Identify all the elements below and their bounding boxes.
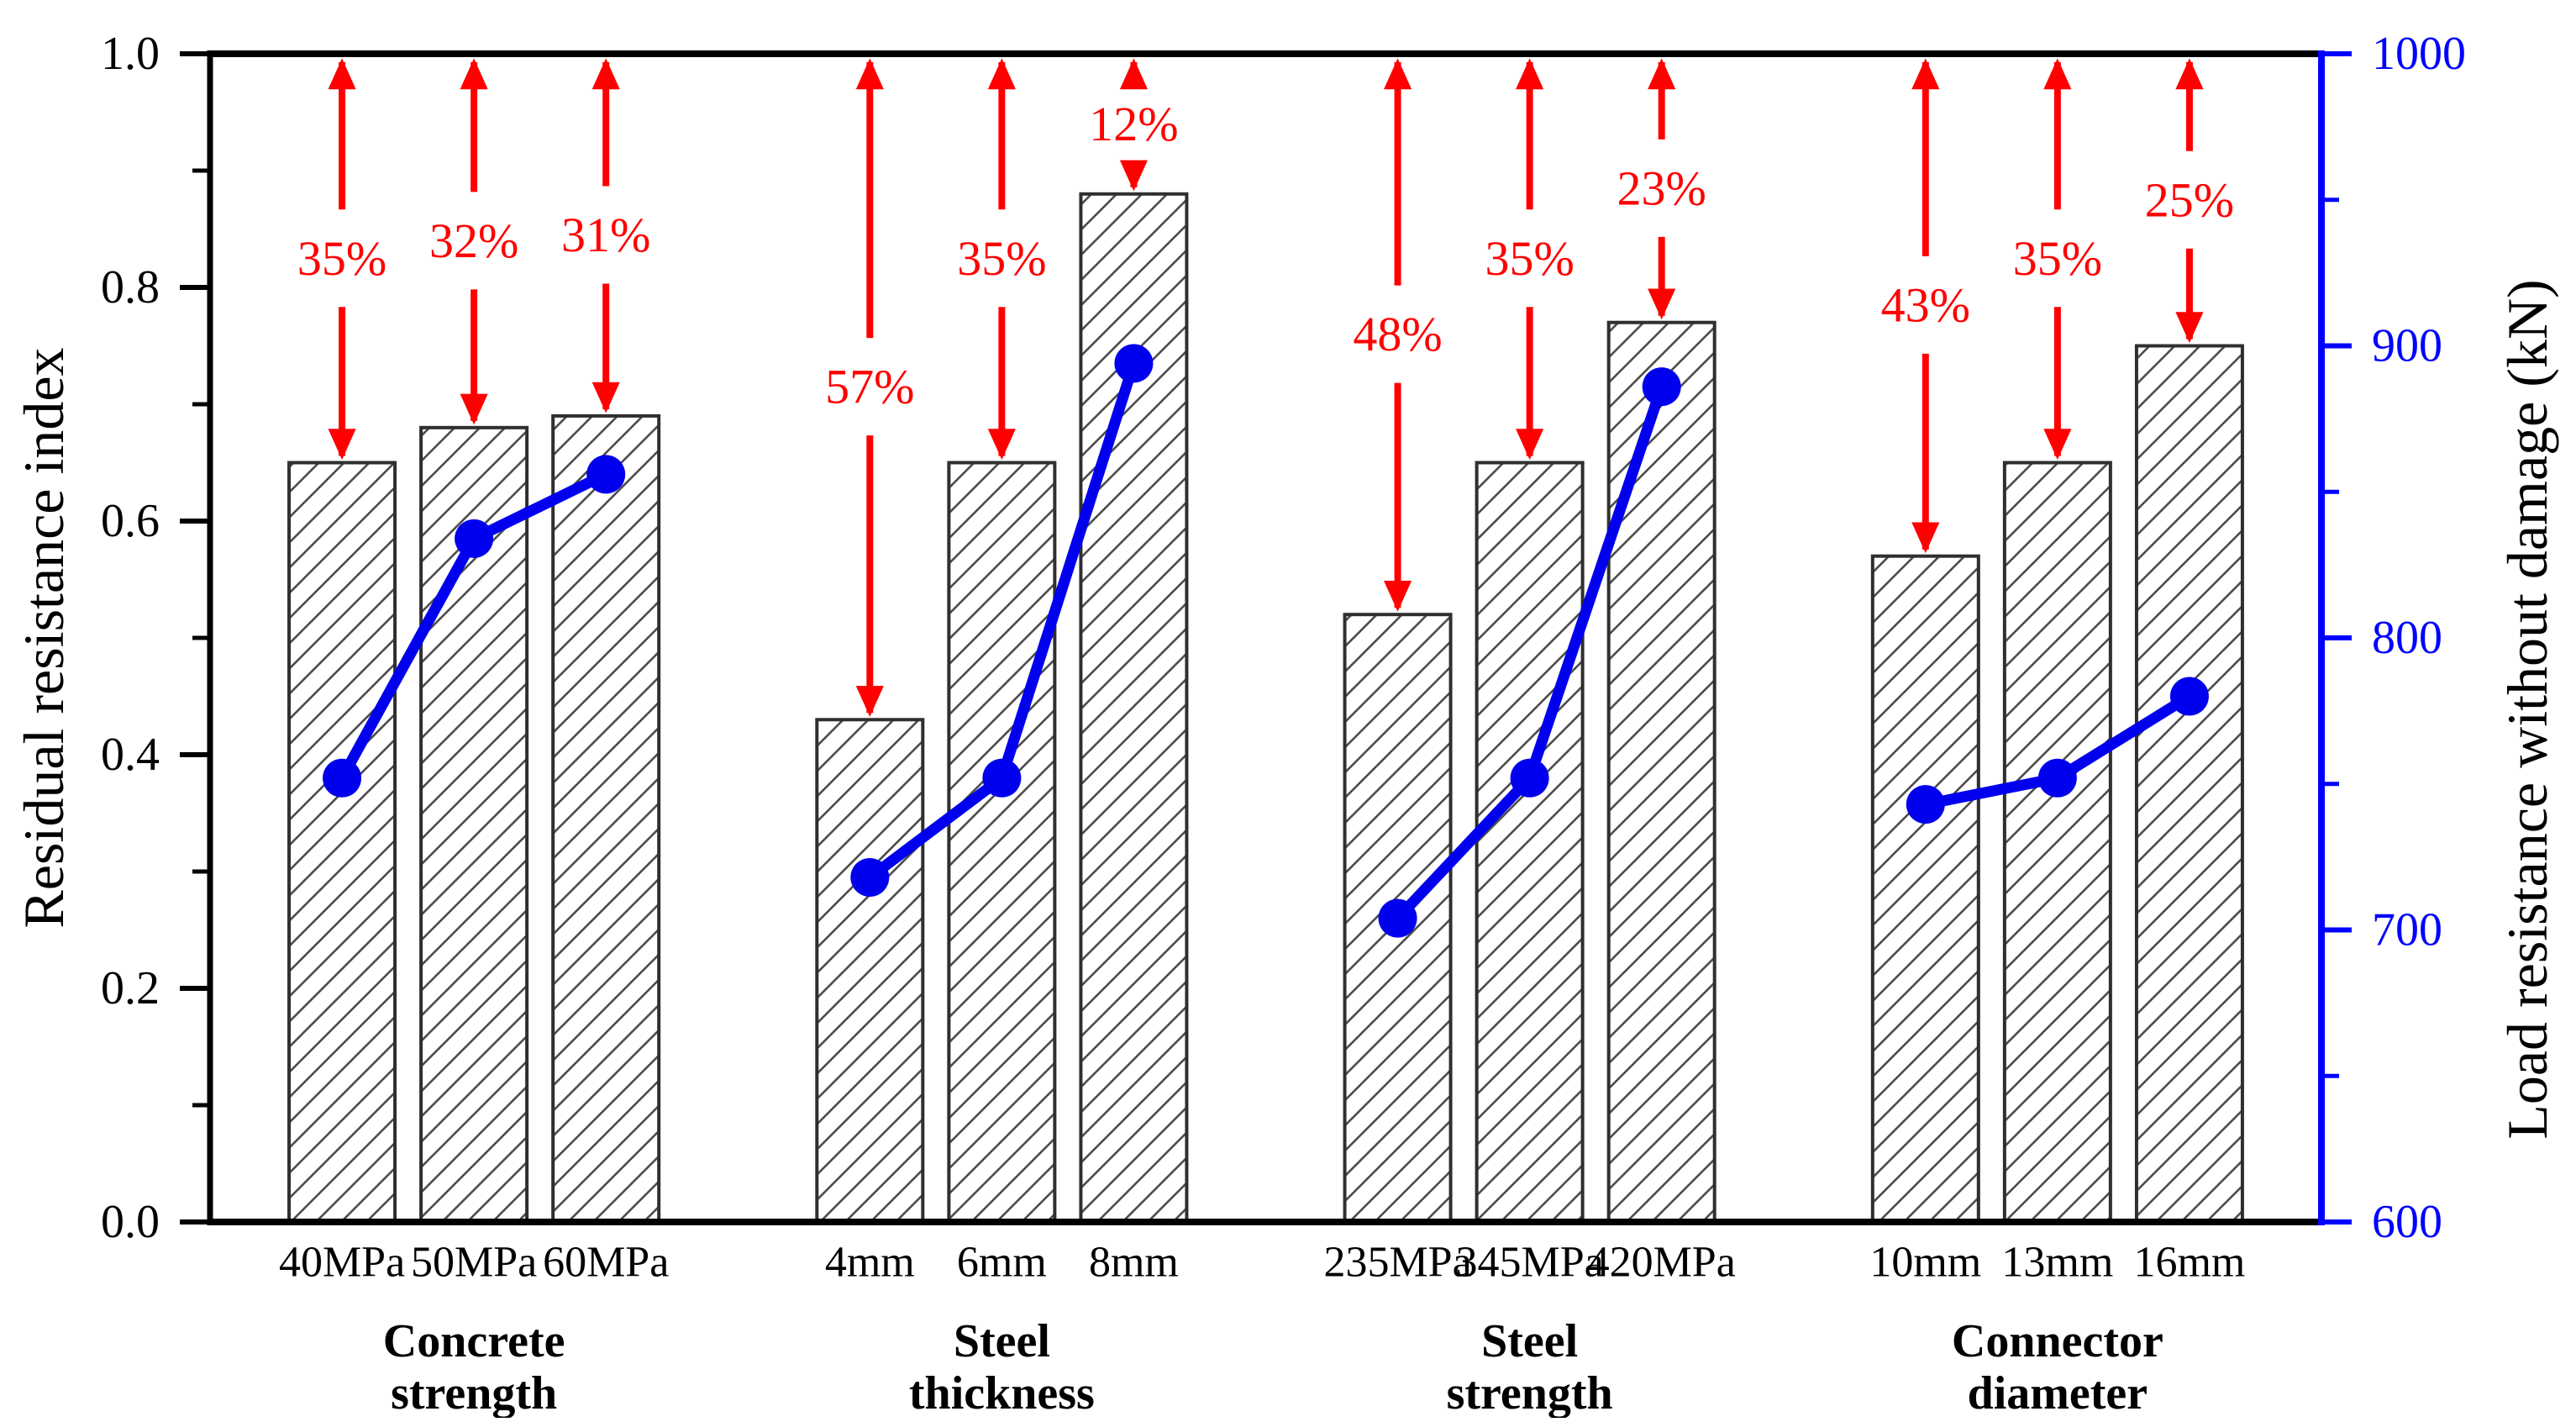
load-marker-4mm <box>850 857 890 897</box>
load-marker-10mm <box>1906 785 1945 824</box>
load-marker-13mm <box>2037 758 2077 798</box>
bar-6mm <box>947 461 1057 1224</box>
group-label-line1: Steel <box>954 1315 1050 1367</box>
load-marker-8mm <box>1114 344 1154 383</box>
x-tick-label-235MPa: 235MPa <box>1323 1239 1471 1287</box>
group-label-line2: strength <box>391 1367 557 1418</box>
x-tick-label-13mm: 13mm <box>2001 1239 2113 1287</box>
bar-13mm <box>2002 461 2112 1224</box>
reduction-label-235MPa: 48% <box>1353 307 1442 361</box>
x-tick-label-4mm: 4mm <box>825 1239 915 1287</box>
load-marker-16mm <box>2169 677 2209 716</box>
left-axis-title: Residual resistance index <box>12 347 76 928</box>
left-tick-label-0.2: 0.2 <box>101 962 160 1014</box>
reduction-label-40MPa: 35% <box>297 231 386 286</box>
reduction-label-6mm: 35% <box>957 231 1046 286</box>
x-tick-label-16mm: 16mm <box>2133 1239 2245 1287</box>
reduction-label-60MPa: 31% <box>561 208 650 262</box>
x-tick-label-60MPa: 60MPa <box>543 1239 669 1287</box>
right-axis-title: Load resistance without damage (kN) <box>2495 279 2559 1139</box>
right-tick-label-600: 600 <box>2372 1196 2442 1248</box>
left-tick-label-0.6: 0.6 <box>101 495 160 547</box>
reduction-label-8mm: 12% <box>1089 97 1178 151</box>
group-label-line2: strength <box>1447 1367 1613 1418</box>
load-marker-40MPa <box>323 758 362 798</box>
reduction-label-50MPa: 32% <box>429 213 518 268</box>
bar-4mm <box>815 718 925 1224</box>
group-label-line2: diameter <box>1968 1367 2148 1418</box>
right-tick-label-900: 900 <box>2372 320 2442 372</box>
load-marker-50MPa <box>455 519 494 558</box>
bar-420MPa <box>1606 320 1716 1224</box>
load-marker-420MPa <box>1642 367 1681 407</box>
group-label-line1: Concrete <box>383 1315 565 1367</box>
x-tick-label-10mm: 10mm <box>1869 1239 1981 1287</box>
reduction-arrows-group: 35% 32% 31% 57% 35% 12% 48% 35% 23% 43% 35% 25% <box>297 58 2234 717</box>
line-series-group <box>323 344 2209 938</box>
load-marker-6mm <box>982 758 1022 798</box>
x-tick-label-345MPa: 345MPa <box>1456 1239 1604 1287</box>
left-tick-label-0.8: 0.8 <box>101 261 160 313</box>
bar-10mm <box>1870 554 1980 1224</box>
axes-group <box>180 50 2352 1225</box>
bar-50MPa <box>419 425 529 1224</box>
x-tick-label-40MPa: 40MPa <box>279 1239 405 1287</box>
load-marker-60MPa <box>586 455 626 494</box>
x-tick-label-50MPa: 50MPa <box>411 1239 537 1287</box>
load-marker-235MPa <box>1378 898 1417 938</box>
group-label-line1: Steel <box>1481 1315 1578 1367</box>
x-tick-label-6mm: 6mm <box>957 1239 1047 1287</box>
bar-16mm <box>2134 344 2244 1224</box>
x-tick-label-8mm: 8mm <box>1089 1239 1179 1287</box>
right-tick-label-700: 700 <box>2372 904 2442 956</box>
bar-series-group <box>287 192 2244 1224</box>
reduction-label-345MPa: 35% <box>1485 231 1574 286</box>
right-tick-label-800: 800 <box>2372 612 2442 664</box>
group-label-line1: Connector <box>1952 1315 2163 1367</box>
bar-40MPa <box>287 461 397 1224</box>
bar-345MPa <box>1475 461 1585 1224</box>
reduction-label-16mm: 25% <box>2145 172 2234 227</box>
reduction-label-420MPa: 23% <box>1617 161 1706 215</box>
x-tick-label-420MPa: 420MPa <box>1588 1239 1736 1287</box>
left-tick-label-1.0: 1.0 <box>101 28 160 80</box>
right-tick-label-1000: 1000 <box>2372 28 2466 80</box>
load-marker-345MPa <box>1510 758 1549 798</box>
reduction-label-10mm: 43% <box>1881 277 1970 332</box>
left-tick-label-0.4: 0.4 <box>101 729 160 781</box>
group-label-line2: thickness <box>909 1367 1095 1418</box>
reduction-label-13mm: 35% <box>2013 231 2102 286</box>
left-tick-label-0.0: 0.0 <box>101 1196 160 1248</box>
reduction-label-4mm: 57% <box>825 360 914 414</box>
bar-60MPa <box>551 413 661 1224</box>
